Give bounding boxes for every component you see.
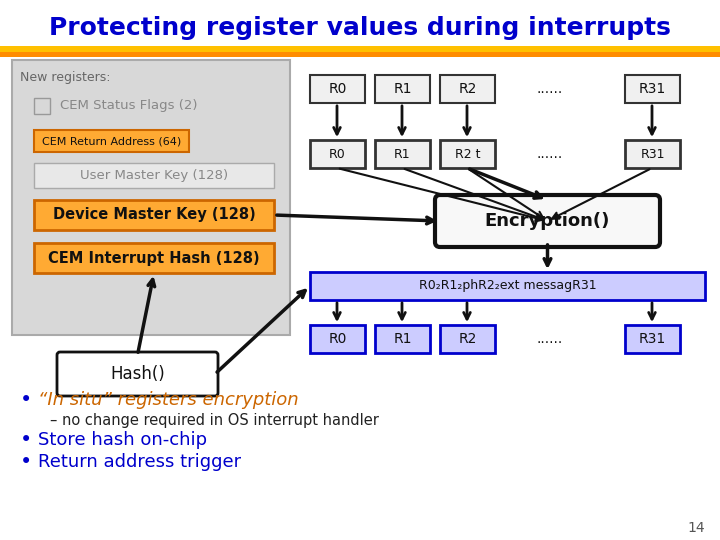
- Text: R31: R31: [639, 82, 666, 96]
- Text: R0: R0: [328, 82, 347, 96]
- Bar: [34, 163, 274, 188]
- Bar: [34, 130, 189, 152]
- Bar: [440, 325, 495, 353]
- Text: R0₂R1₂phR2₂ext messagR31: R0₂R1₂phR2₂ext messagR31: [419, 280, 596, 293]
- FancyBboxPatch shape: [435, 195, 660, 247]
- Text: Store hash on-chip: Store hash on-chip: [38, 431, 207, 449]
- Bar: [34, 98, 50, 114]
- Text: •: •: [20, 452, 32, 472]
- Text: “In situ” registers encryption: “In situ” registers encryption: [38, 391, 299, 409]
- Text: Device Master Key (128): Device Master Key (128): [53, 207, 256, 222]
- Text: Protecting register values during interrupts: Protecting register values during interr…: [49, 16, 671, 40]
- Text: – no change required in OS interrupt handler: – no change required in OS interrupt han…: [50, 413, 379, 428]
- Text: R2 t: R2 t: [455, 147, 480, 160]
- Text: Return address trigger: Return address trigger: [38, 453, 241, 471]
- Text: R2: R2: [459, 332, 477, 346]
- Bar: [375, 75, 430, 103]
- Text: CEM Interrupt Hash (128): CEM Interrupt Hash (128): [48, 251, 260, 266]
- Text: ......: ......: [537, 82, 563, 96]
- Bar: [375, 140, 430, 168]
- Text: CEM Status Flags (2): CEM Status Flags (2): [60, 99, 197, 112]
- Bar: [12, 60, 290, 335]
- Text: •: •: [20, 430, 32, 450]
- FancyBboxPatch shape: [57, 352, 218, 396]
- Bar: [0, 52, 720, 57]
- Bar: [0, 46, 720, 52]
- Text: R2: R2: [459, 82, 477, 96]
- Bar: [310, 140, 365, 168]
- Text: ......: ......: [537, 332, 563, 346]
- Bar: [625, 140, 680, 168]
- Text: R1: R1: [394, 147, 411, 160]
- Bar: [625, 75, 680, 103]
- Bar: [310, 272, 705, 300]
- Text: Hash(): Hash(): [110, 365, 165, 383]
- Text: R1: R1: [393, 82, 412, 96]
- Text: User Master Key (128): User Master Key (128): [80, 169, 228, 182]
- Bar: [310, 325, 365, 353]
- Bar: [310, 75, 365, 103]
- Text: R31: R31: [640, 147, 665, 160]
- Bar: [375, 325, 430, 353]
- Bar: [625, 325, 680, 353]
- Bar: [440, 140, 495, 168]
- Text: ......: ......: [537, 147, 563, 161]
- Bar: [440, 75, 495, 103]
- Text: R31: R31: [639, 332, 666, 346]
- Text: CEM Return Address (64): CEM Return Address (64): [42, 136, 181, 146]
- Text: R0: R0: [329, 147, 346, 160]
- Text: 14: 14: [688, 521, 705, 535]
- Bar: [34, 200, 274, 230]
- Text: R0: R0: [328, 332, 347, 346]
- Bar: [34, 243, 274, 273]
- Text: R1: R1: [393, 332, 412, 346]
- Text: •: •: [20, 390, 32, 410]
- Text: New registers:: New registers:: [20, 71, 110, 84]
- Text: Encryption(): Encryption(): [485, 212, 610, 230]
